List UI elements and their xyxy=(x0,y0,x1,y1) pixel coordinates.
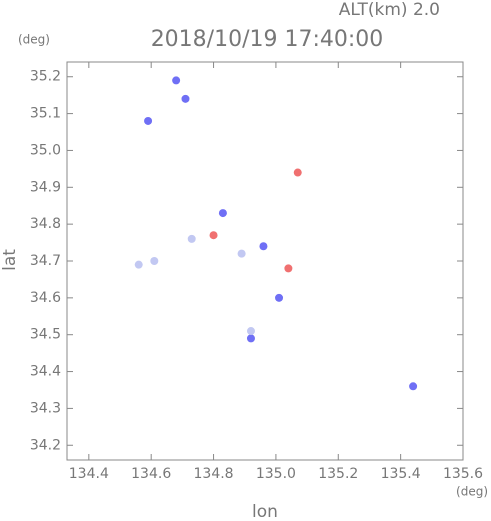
x-unit: (deg) xyxy=(456,485,488,499)
y-tick-label: 34.8 xyxy=(30,216,61,232)
echo-point xyxy=(409,382,418,391)
echo-point xyxy=(275,293,284,302)
x-tick-label: 134.4 xyxy=(69,466,109,482)
plot-frame xyxy=(66,61,464,461)
y-tick-label: 34.7 xyxy=(30,253,61,269)
x-tick-label: 135.6 xyxy=(443,466,483,482)
y-tick-label: 34.2 xyxy=(30,437,61,453)
echo-point xyxy=(237,249,246,258)
x-tick-label: 135.0 xyxy=(256,466,296,482)
chart-title: 2018/10/19 17:40:00 xyxy=(151,27,384,52)
x-tick-label: 135.4 xyxy=(381,466,421,482)
y-tick-label: 34.6 xyxy=(30,290,61,306)
y-tick-label: 34.3 xyxy=(30,400,61,416)
echo-point xyxy=(293,168,302,177)
y-tick-label: 34.4 xyxy=(30,364,61,380)
y-tick-label: 34.5 xyxy=(30,327,61,343)
y-tick-label: 35.1 xyxy=(30,106,61,122)
y-axis-label: lat xyxy=(0,249,20,271)
echo-point xyxy=(209,231,218,240)
y-tick-label: 35.2 xyxy=(30,69,61,85)
altitude-label: ALT(km) 2.0 xyxy=(339,0,440,20)
echo-point xyxy=(218,209,227,218)
x-tick-label: 134.8 xyxy=(194,466,234,482)
echo-point xyxy=(187,234,196,243)
echo-point xyxy=(284,264,293,273)
echo-point xyxy=(134,260,143,269)
x-tick-label: 134.6 xyxy=(131,466,171,482)
echo-point xyxy=(172,76,181,85)
echo-point xyxy=(144,116,153,125)
x-axis-label: lon xyxy=(252,502,278,521)
echo-point xyxy=(150,257,159,265)
echo-point xyxy=(246,327,255,336)
y-tick-label: 35.0 xyxy=(30,142,61,158)
echo-point xyxy=(259,242,268,251)
y-unit: (deg) xyxy=(18,33,50,47)
x-tick-label: 135.2 xyxy=(318,466,358,482)
echo-point xyxy=(181,94,190,103)
echo-point xyxy=(246,334,255,343)
y-tick-label: 34.9 xyxy=(30,179,61,195)
